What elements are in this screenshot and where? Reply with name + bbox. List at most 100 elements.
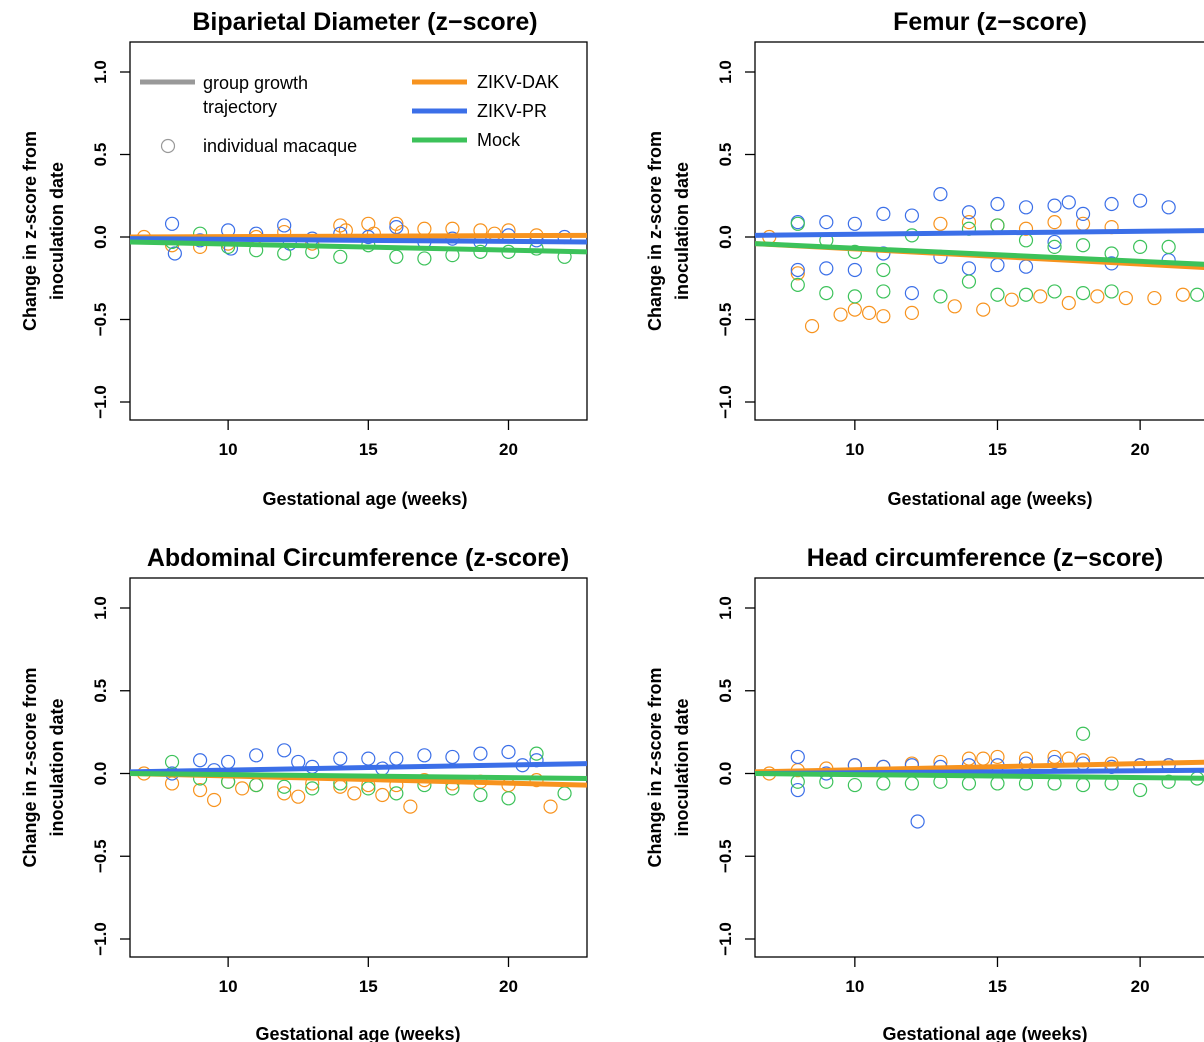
data-point-zikv-pr <box>1018 259 1034 274</box>
data-point-zikv-dak <box>417 221 432 236</box>
data-point-mock <box>1018 287 1034 302</box>
data-point-zikv-pr <box>790 749 805 765</box>
data-point-mock <box>961 274 977 289</box>
data-point-zikv-dak <box>876 309 891 324</box>
y-tick-label: 0.5 <box>91 679 110 703</box>
y-tick-label: 0.0 <box>91 762 110 786</box>
data-point-zikv-dak <box>235 781 250 796</box>
y-tick-label: 1.0 <box>91 60 110 84</box>
data-point-zikv-pr <box>1047 234 1062 250</box>
data-point-zikv-dak <box>1147 290 1162 306</box>
data-point-zikv-dak <box>389 216 404 231</box>
data-point-zikv-pr <box>389 220 404 235</box>
data-point-mock <box>847 244 862 259</box>
data-point-mock <box>1075 726 1091 741</box>
data-point-zikv-dak <box>403 799 418 814</box>
data-point-mock <box>904 776 920 791</box>
data-point-zikv-pr <box>221 754 236 770</box>
data-point-mock <box>1075 286 1091 301</box>
plot-frame <box>129 41 588 421</box>
trend-line-mock <box>130 771 587 781</box>
y-tick-label: 1.0 <box>716 596 735 620</box>
data-point-zikv-dak <box>862 305 877 320</box>
data-point-zikv-dak <box>990 749 1005 765</box>
data-point-zikv-pr <box>192 753 208 768</box>
data-point-mock <box>876 284 891 299</box>
data-point-zikv-pr <box>1018 200 1034 215</box>
x-tick-label: 15 <box>359 977 378 996</box>
data-point-zikv-pr <box>876 246 891 261</box>
trend-line-zikv-pr <box>130 761 587 775</box>
legend-label-zikv-dak: ZIKV-DAK <box>477 72 559 92</box>
data-point-mock <box>1047 284 1062 299</box>
data-point-zikv-dak <box>1175 287 1191 302</box>
data-point-mock <box>990 776 1005 791</box>
x-tick-label: 20 <box>1131 977 1150 996</box>
x-axis-label: Gestational age (weeks) <box>262 489 467 509</box>
trend-line-mock <box>130 239 587 255</box>
data-point-mock <box>990 218 1005 233</box>
legend-label-individual: individual macaque <box>203 136 357 156</box>
data-point-zikv-pr <box>1047 754 1062 770</box>
data-point-mock <box>790 216 805 231</box>
y-tick-label: 0.0 <box>91 225 110 249</box>
data-point-mock <box>790 277 805 292</box>
data-point-zikv-pr <box>790 782 805 798</box>
y-tick-label: 0.5 <box>716 679 735 703</box>
data-point-mock <box>417 251 432 266</box>
data-point-zikv-dak <box>1090 289 1105 304</box>
data-point-mock <box>1075 238 1091 253</box>
data-point-zikv-dak <box>277 786 292 801</box>
data-point-mock <box>847 777 862 793</box>
data-point-zikv-dak <box>833 307 848 322</box>
data-point-mock <box>361 781 376 796</box>
data-point-zikv-pr <box>790 262 805 278</box>
y-tick-label: 1.0 <box>91 596 110 620</box>
data-point-zikv-dak <box>291 789 306 804</box>
data-point-zikv-dak <box>375 787 390 803</box>
y-axis-label-line1: Change in z-score from <box>645 667 665 867</box>
data-point-zikv-pr <box>847 216 862 231</box>
data-point-mock <box>1047 239 1062 254</box>
data-point-zikv-dak <box>1118 290 1133 306</box>
chart-panel-1: Biparietal Diameter (z−score) −1.0 −0.5 0.0… <box>20 8 588 509</box>
data-point-zikv-pr <box>167 246 182 261</box>
data-point-zikv-pr <box>910 814 925 829</box>
plot-frame <box>129 577 588 958</box>
x-tick-label: 15 <box>359 440 378 459</box>
legend-label-zikv-pr: ZIKV-PR <box>477 101 547 121</box>
data-point-zikv-dak <box>543 799 558 814</box>
data-point-zikv-pr <box>417 748 432 763</box>
data-point-zikv-pr <box>277 218 292 233</box>
data-point-zikv-dak <box>1047 215 1062 230</box>
data-point-zikv-pr <box>933 187 948 202</box>
trend-line-zikv-dak <box>755 759 1204 775</box>
plot-frame <box>754 41 1204 421</box>
data-point-zikv-dak <box>933 216 948 231</box>
chart-title: Biparietal Diameter (z−score) <box>192 8 537 36</box>
data-point-zikv-pr <box>1161 200 1176 215</box>
x-axis-label: Gestational age (weeks) <box>887 489 1092 509</box>
x-tick-label: 15 <box>988 977 1007 996</box>
y-axis-label-line2: inoculation date <box>672 162 692 300</box>
y-tick-label: 1.0 <box>716 60 735 84</box>
data-point-mock <box>819 774 834 789</box>
data-point-zikv-dak <box>333 779 348 794</box>
y-tick-label: −0.5 <box>91 303 110 337</box>
chart-panel-3: Abdominal Circumference (z-score) −1.0 −0.… <box>20 544 588 1042</box>
data-point-zikv-pr <box>445 749 460 765</box>
data-point-zikv-pr <box>961 261 977 276</box>
y-tick-label: −1.0 <box>91 385 110 419</box>
data-point-zikv-dak <box>361 216 376 231</box>
chart-title: Femur (z−score) <box>893 8 1087 36</box>
legend-label-trajectory: group growth trajectory <box>203 73 308 117</box>
data-point-mock <box>277 246 292 261</box>
data-point-zikv-pr <box>876 206 891 221</box>
data-point-mock <box>876 776 891 791</box>
y-tick-label: 0.0 <box>716 225 735 249</box>
chart-panel-4: Head circumference (z−score) −1.0 −0.5 0.0 0… <box>645 544 1204 1042</box>
data-point-zikv-pr <box>847 262 862 278</box>
x-tick-label: 10 <box>219 440 238 459</box>
y-tick-label: −0.5 <box>716 303 735 337</box>
